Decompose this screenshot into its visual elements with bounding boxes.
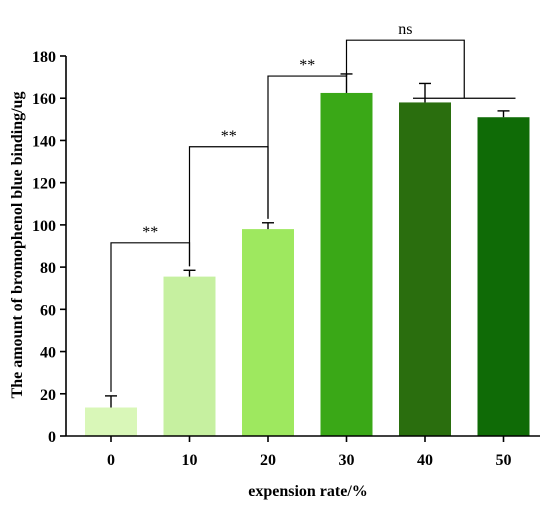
y-tick-label: 60 (40, 302, 56, 319)
bar (85, 407, 137, 436)
y-tick-label: 140 (32, 133, 56, 150)
y-tick-label: 20 (40, 387, 56, 404)
significance-label: ns (398, 21, 412, 38)
significance-bracket (345, 39, 465, 99)
significance-bracket (267, 69, 348, 219)
y-tick-label: 0 (48, 429, 56, 446)
y-tick-label: 100 (32, 218, 56, 235)
y-tick-label: 80 (40, 260, 56, 277)
x-axis-label: expension rate/% (248, 483, 368, 500)
x-tick-label: 0 (107, 452, 115, 469)
y-tick-label: 160 (32, 91, 56, 108)
x-tick-label: 50 (496, 452, 512, 469)
significance-layer: ** ** ** ns (110, 21, 516, 392)
x-ticks-layer: 0 10 20 30 40 50 (107, 436, 512, 469)
bar (320, 92, 373, 436)
axes-layer (65, 56, 540, 437)
significance-label: ** (142, 224, 158, 241)
significance-label: ** (299, 57, 315, 74)
error-bars-layer (105, 73, 510, 408)
y-tick-label: 180 (32, 49, 56, 66)
x-tick-label: 20 (260, 452, 276, 469)
x-tick-label: 30 (339, 452, 355, 469)
y-tick-label: 40 (40, 345, 56, 362)
bars-layer (85, 92, 530, 436)
y-ticks-layer: 0 20 40 60 80 100 120 140 160 180 (32, 49, 66, 446)
x-tick-label: 10 (182, 452, 198, 469)
significance-label: ** (221, 128, 237, 145)
x-tick-label: 40 (417, 452, 433, 469)
bar (399, 102, 451, 436)
bar (163, 276, 216, 436)
y-tick-label: 120 (32, 176, 56, 193)
bar (477, 117, 530, 436)
y-axis-label: The amount of bromophenol blue binding/u… (9, 92, 26, 399)
bar (242, 229, 294, 436)
